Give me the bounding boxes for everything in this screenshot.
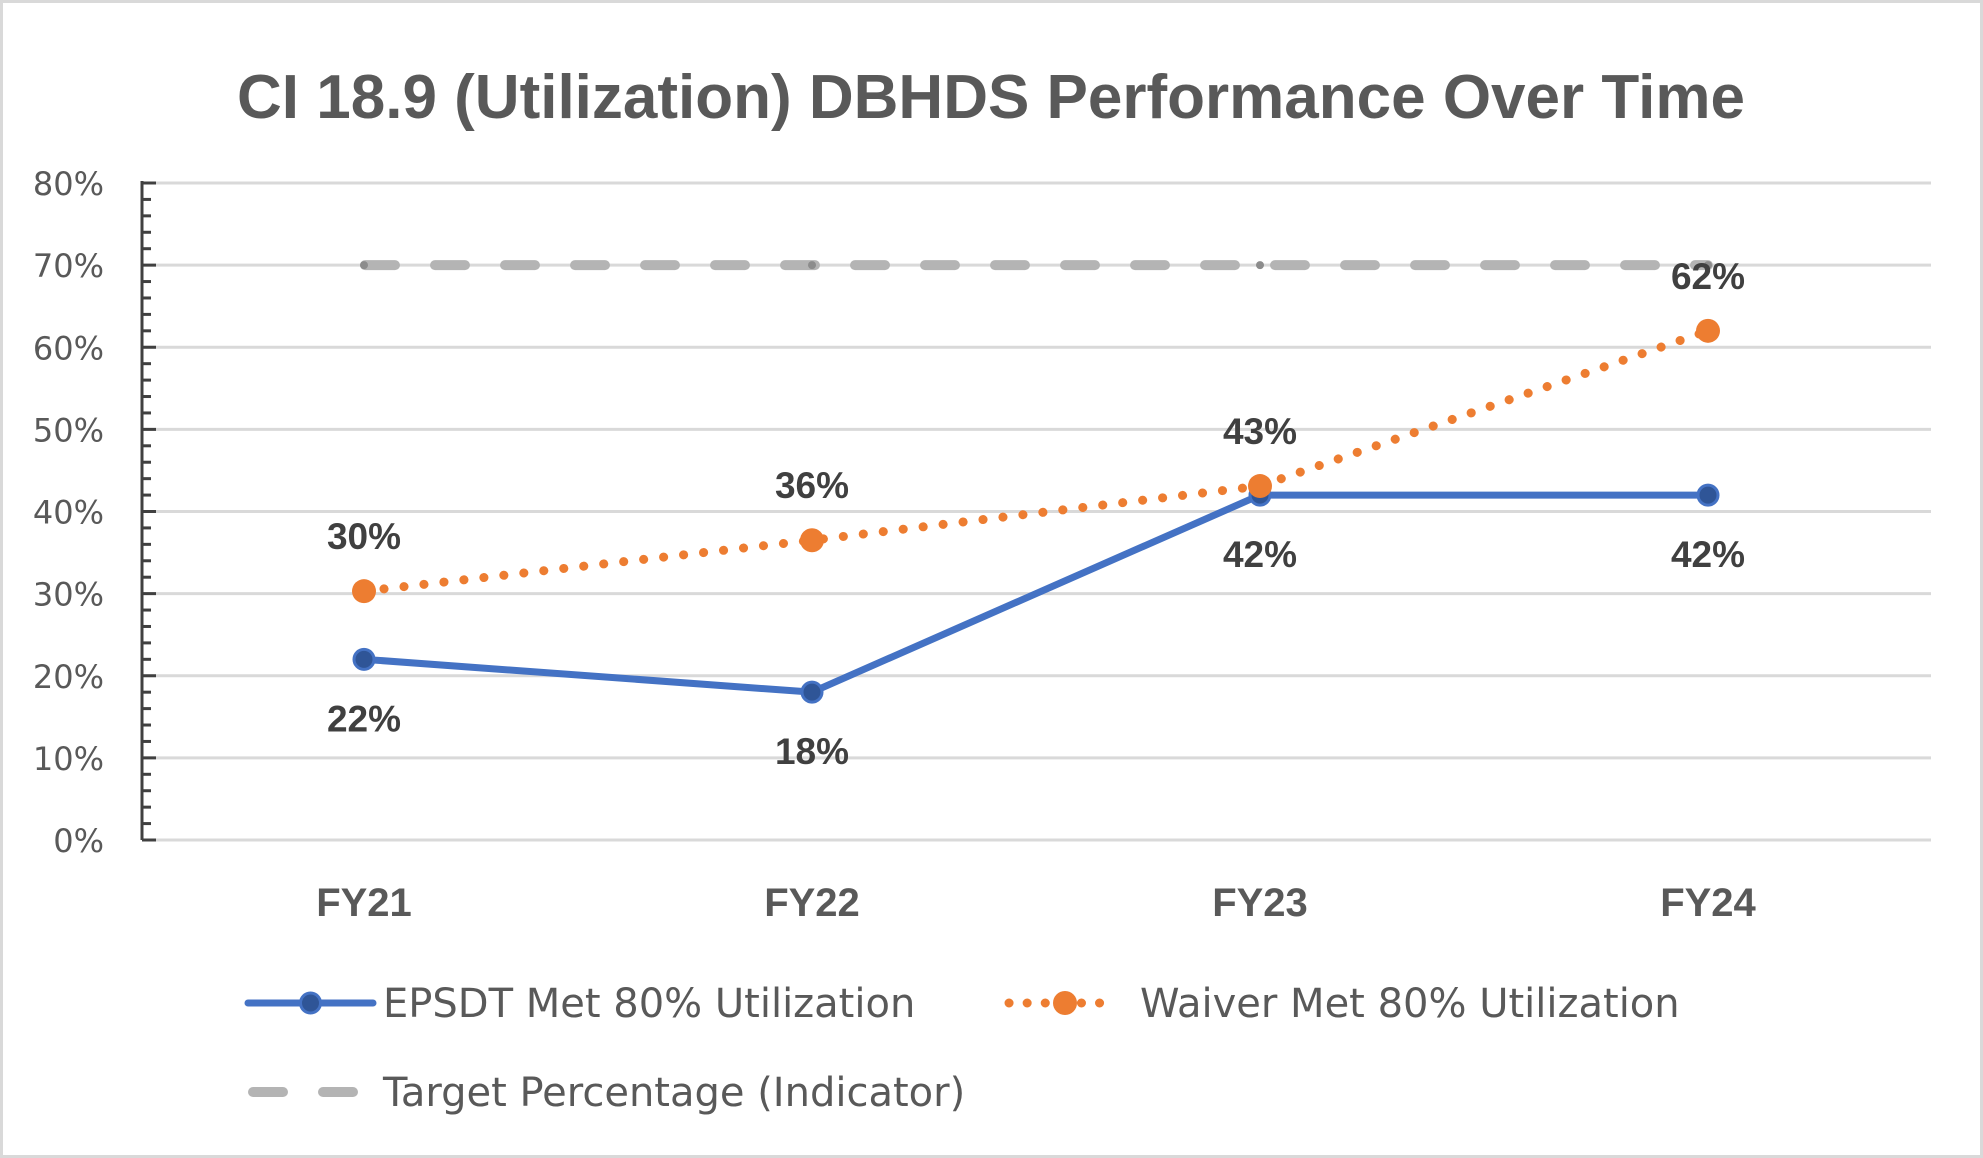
y-tick-label: 20%: [33, 658, 104, 696]
legend: EPSDT Met 80% Utilization Waiver Met 80% …: [244, 981, 1680, 1116]
x-tick-label: FY24: [1660, 881, 1756, 925]
legend-label: Waiver Met 80% Utilization: [1140, 981, 1680, 1027]
y-tick-label: 30%: [33, 576, 104, 614]
chart-title: CI 18.9 (Utilization) DBHDS Performance …: [237, 63, 1745, 132]
legend-item: EPSDT Met 80% Utilization: [244, 981, 915, 1027]
data-label: 30%: [327, 516, 401, 557]
data-point: [1696, 483, 1720, 507]
data-point: [352, 647, 376, 671]
data-label: 18%: [775, 731, 849, 772]
data-point: [800, 528, 824, 553]
x-tick-label: FY21: [316, 881, 412, 925]
legend-item: Target Percentage (Indicator): [248, 1070, 965, 1116]
y-tick-label: 0%: [53, 822, 104, 860]
data-label: 43%: [1223, 411, 1297, 452]
data-labels: 22% 18% 42% 42% 30% 36% 43% 62%: [327, 256, 1745, 772]
x-tick-label: FY23: [1212, 881, 1308, 925]
data-point: [800, 680, 824, 704]
data-point: [1248, 474, 1272, 499]
data-label: 42%: [1223, 534, 1297, 575]
legend-marker-icon: [299, 991, 322, 1015]
data-point: [1696, 318, 1720, 343]
y-tick-label: 80%: [33, 165, 104, 203]
series-line: [360, 491, 1712, 696]
y-tick-label: 40%: [33, 494, 104, 532]
y-tick-label: 50%: [33, 411, 104, 449]
y-tick-label: 70%: [33, 247, 104, 285]
data-label: 62%: [1671, 256, 1745, 297]
data-label: 22%: [327, 698, 401, 739]
series-group: [352, 260, 1720, 704]
y-tick-label: 10%: [33, 740, 104, 778]
data-label: 42%: [1671, 534, 1745, 575]
target-marker: [808, 261, 816, 270]
target-marker: [360, 261, 368, 270]
series-line: [359, 326, 1713, 596]
gridlines: [142, 181, 1931, 842]
data-point: [352, 579, 376, 604]
legend-label: EPSDT Met 80% Utilization: [383, 981, 915, 1027]
data-label: 36%: [775, 465, 849, 506]
legend-marker-icon: [1053, 991, 1077, 1015]
target-marker: [1704, 261, 1712, 270]
x-tick-label: FY22: [764, 881, 860, 925]
legend-label: Target Percentage (Indicator): [382, 1070, 965, 1116]
x-axis: FY21 FY22 FY23 FY24: [316, 881, 1756, 925]
y-tick-label: 60%: [33, 329, 104, 367]
y-axis: 0% 10% 20% 30% 40% 50% 60% 70% 80%: [33, 165, 156, 860]
target-marker: [1256, 261, 1264, 270]
legend-item: Waiver Met 80% Utilization: [1004, 981, 1680, 1027]
